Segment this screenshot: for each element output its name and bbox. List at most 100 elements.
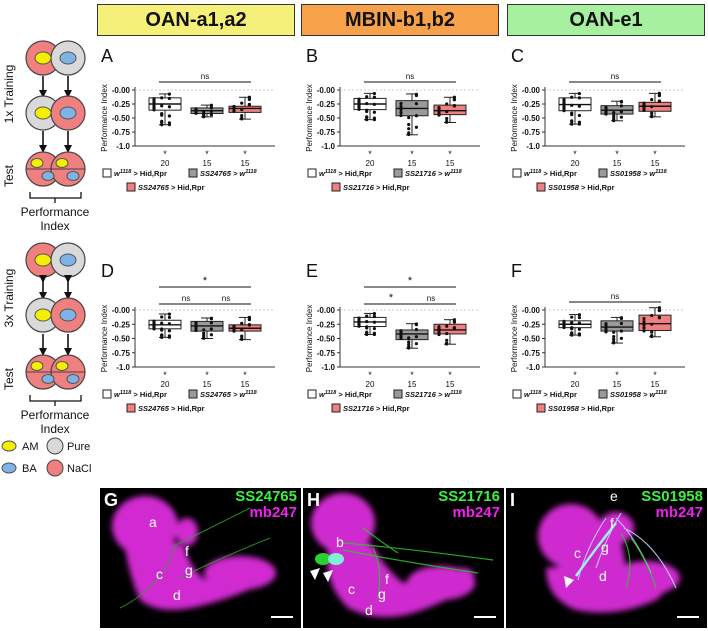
significance-star: * xyxy=(573,149,577,159)
data-point xyxy=(372,320,376,324)
data-point xyxy=(570,119,574,123)
n-label: 15 xyxy=(613,380,622,389)
n-label: 15 xyxy=(446,380,455,389)
n-label: 15 xyxy=(613,159,622,168)
data-point xyxy=(160,104,164,108)
data-point xyxy=(407,340,411,344)
data-point xyxy=(160,112,164,116)
data-point xyxy=(167,92,171,96)
data-point xyxy=(399,110,403,115)
data-point xyxy=(372,91,376,96)
data-point xyxy=(642,329,646,333)
legend-swatch xyxy=(307,168,317,178)
legend-label: SS21716 > Hid,Rpr xyxy=(343,183,410,192)
data-point xyxy=(202,112,206,116)
data-point xyxy=(650,111,654,115)
y-tick-label: -1.0 xyxy=(526,142,540,151)
legend-swatch xyxy=(512,168,522,178)
legend-label: SS24765 > Hid,Rpr xyxy=(138,404,205,413)
data-point xyxy=(160,321,164,325)
n-label: 20 xyxy=(571,159,580,168)
data-point xyxy=(650,313,654,318)
y-tick-label: -0.75 xyxy=(112,349,131,358)
legend-label: SS01958 > Hid,Rpr xyxy=(548,183,615,192)
data-point xyxy=(650,105,654,109)
lobe-label: d xyxy=(365,602,373,618)
legend-label: SS01958 > w1118 xyxy=(610,390,668,399)
n-label: 15 xyxy=(408,380,417,389)
y-tick-label: -0.25 xyxy=(522,320,541,329)
legend-pure: Pure xyxy=(67,441,90,453)
micrograph-g-label: G xyxy=(104,490,119,510)
legend-swatch xyxy=(126,403,136,413)
significance-star: * xyxy=(368,370,372,380)
lobe-label: c xyxy=(348,581,355,597)
data-point xyxy=(642,326,646,330)
micrograph-h-marker: mb247 xyxy=(452,504,500,521)
data-point xyxy=(160,315,164,319)
legend-nacl: NaCl xyxy=(67,463,91,475)
n-label: 20 xyxy=(366,380,375,389)
data-point xyxy=(407,115,411,120)
y-tick-label: -0.00 xyxy=(112,306,131,315)
micrograph-i-marker: mb247 xyxy=(655,504,703,521)
n-label: 15 xyxy=(408,159,417,168)
data-point xyxy=(570,122,574,126)
lobe-label: d xyxy=(173,587,181,603)
data-point xyxy=(209,109,213,113)
n-label: 20 xyxy=(161,380,170,389)
data-point xyxy=(167,329,171,333)
data-point xyxy=(167,114,171,118)
data-point xyxy=(452,326,456,330)
micrograph-h: H SS21716 mb247 b c f g d xyxy=(303,488,504,628)
box xyxy=(433,104,467,116)
significance-star: * xyxy=(163,149,167,159)
data-point xyxy=(365,101,369,106)
panel-letter: F xyxy=(511,261,522,281)
y-tick-label: -0.00 xyxy=(317,306,336,315)
data-point xyxy=(167,312,171,316)
data-point xyxy=(619,329,623,333)
micrograph-i-image xyxy=(538,504,680,613)
data-point xyxy=(650,334,654,339)
significance-star: * xyxy=(615,149,619,159)
data-point xyxy=(577,313,581,317)
data-point xyxy=(160,335,164,339)
data-point xyxy=(365,314,369,318)
data-point xyxy=(209,113,213,117)
n-label: 15 xyxy=(651,159,660,168)
data-point xyxy=(642,320,646,324)
data-point xyxy=(209,106,213,110)
legend-swatch xyxy=(102,389,112,399)
header-mbin-b: MBIN-b1,b2 xyxy=(301,4,499,36)
legend-swatch xyxy=(126,182,136,192)
data-point xyxy=(612,334,616,339)
data-point xyxy=(570,103,574,107)
box xyxy=(433,323,467,335)
test1-plates xyxy=(25,151,86,203)
data-point xyxy=(577,113,581,118)
significance-star: * xyxy=(410,370,414,380)
data-point xyxy=(445,324,449,328)
pure-plate-icon xyxy=(46,437,64,455)
data-point xyxy=(445,102,449,106)
y-tick-label: -0.75 xyxy=(112,128,131,137)
data-point xyxy=(247,102,251,106)
data-point xyxy=(437,325,441,329)
data-point xyxy=(209,321,213,325)
y-axis-label: Performance Index xyxy=(100,305,109,373)
lobe-label: c xyxy=(156,566,163,582)
data-point xyxy=(372,110,376,114)
n-label: 20 xyxy=(571,380,580,389)
ba-odor-icon xyxy=(1,462,17,474)
data-point xyxy=(240,321,244,325)
data-point xyxy=(577,315,581,320)
y-tick-label: -0.50 xyxy=(112,335,131,344)
data-point xyxy=(619,115,623,119)
lobe-label: f xyxy=(610,515,614,531)
data-point xyxy=(372,102,376,106)
n-label: 15 xyxy=(241,159,250,168)
data-point xyxy=(399,329,403,333)
significance-star: * xyxy=(205,370,209,380)
